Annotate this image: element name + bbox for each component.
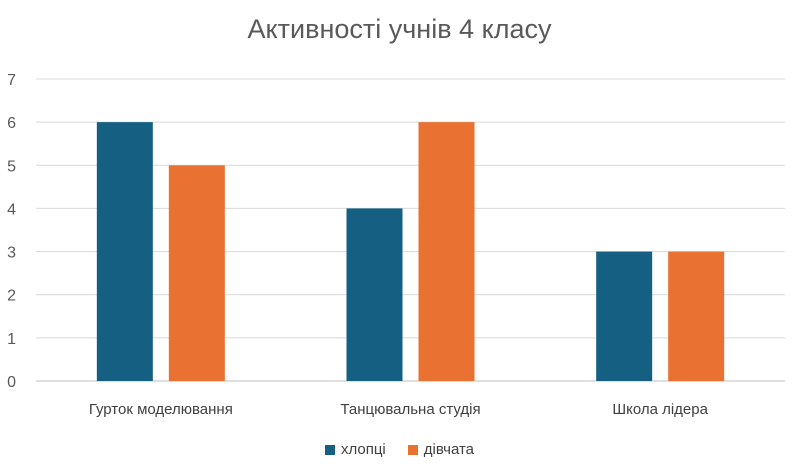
y-tick-label: 6 — [7, 115, 16, 132]
bar-girls — [168, 165, 225, 381]
legend-label: дівчата — [423, 441, 475, 458]
y-tick-label: 0 — [7, 374, 16, 391]
bar-boys — [596, 251, 653, 381]
y-axis-ticks: 0 1 2 3 4 5 6 7 — [7, 72, 16, 391]
y-tick-label: 3 — [7, 245, 16, 262]
y-tick-label: 4 — [7, 201, 16, 218]
bar-girls — [668, 251, 725, 381]
y-tick-label: 7 — [7, 72, 16, 89]
bar-boys — [96, 122, 153, 382]
x-axis-categories: Гурток моделювання Танцювальна студія Школ… — [89, 401, 709, 418]
gridlines — [36, 78, 785, 382]
legend-swatch — [407, 444, 418, 455]
y-tick-label: 1 — [7, 331, 16, 348]
y-tick-label: 5 — [7, 158, 16, 175]
category-label: Школа лідера — [612, 401, 708, 418]
y-tick-label: 2 — [7, 288, 16, 305]
legend-swatch — [324, 444, 335, 455]
chart-title: Активності учнів 4 класу — [247, 14, 552, 44]
bar-girls — [418, 122, 475, 382]
bar-boys — [346, 208, 403, 381]
category-label: Гурток моделювання — [89, 401, 233, 418]
legend-item: дівчата — [407, 441, 475, 458]
legend-label: хлопці — [340, 441, 386, 458]
legend-item: хлопці — [324, 441, 386, 458]
bars — [96, 122, 725, 382]
legend: хлопці дівчата — [0, 441, 799, 458]
category-label: Танцювальна студія — [340, 401, 480, 418]
